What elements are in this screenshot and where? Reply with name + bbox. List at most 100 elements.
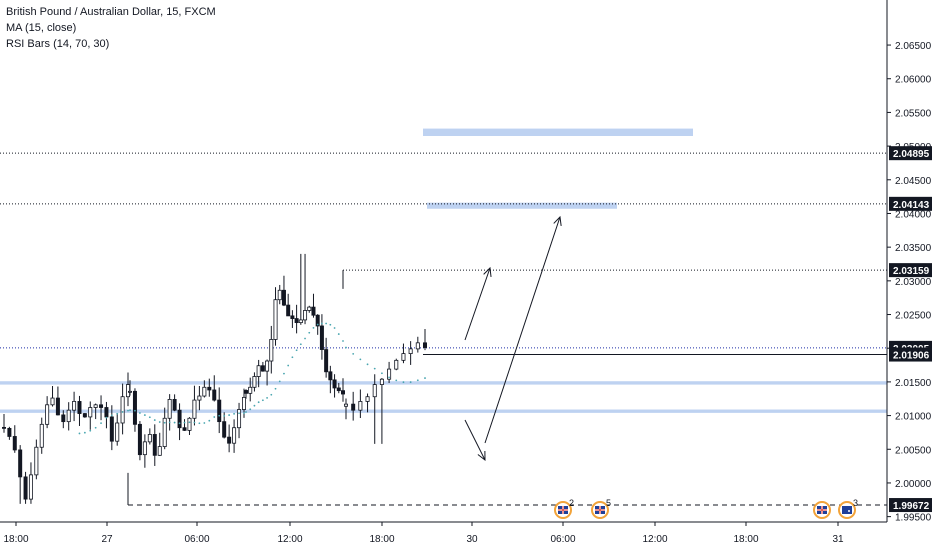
candle-body	[115, 422, 120, 442]
arrow-shaft	[484, 216, 561, 444]
candle	[104, 401, 109, 429]
candle-body	[217, 399, 222, 423]
ma-dot	[329, 323, 332, 326]
ma-dot	[89, 429, 92, 432]
candle	[340, 378, 345, 402]
ma-dot	[316, 323, 319, 326]
candle	[72, 391, 77, 422]
ma-dot	[148, 416, 151, 419]
candle	[290, 310, 295, 328]
ma-dot	[116, 412, 119, 415]
ma-dot	[208, 419, 211, 422]
candle	[167, 394, 172, 431]
candle-body	[286, 304, 291, 317]
candle-body	[311, 306, 316, 316]
candle	[298, 253, 303, 325]
candle	[147, 428, 152, 445]
ma-dot	[381, 372, 383, 375]
candle	[82, 412, 87, 418]
candle-body	[232, 427, 237, 444]
candle	[172, 394, 177, 412]
ma-dot	[283, 372, 285, 375]
ma-dot	[110, 414, 113, 417]
x-tick-label: 18:00	[3, 534, 28, 545]
candle	[18, 445, 23, 504]
ma-dot	[100, 422, 102, 425]
price-badge-bg	[889, 263, 932, 278]
candle	[387, 361, 392, 383]
arrow-head	[553, 215, 562, 226]
candle	[197, 385, 202, 411]
price-badge: 2.04895	[889, 146, 932, 161]
price-badge-bg	[889, 146, 932, 161]
candle	[162, 407, 167, 450]
candle	[182, 419, 187, 431]
candle	[45, 396, 50, 429]
ma-dot	[278, 380, 281, 383]
candle	[12, 425, 17, 453]
candle-body	[281, 289, 286, 306]
candle	[212, 375, 217, 402]
candle-body	[351, 403, 356, 411]
ma-dot	[402, 381, 405, 384]
candle	[28, 462, 33, 504]
candle-body	[379, 378, 384, 385]
candle-body	[256, 365, 261, 377]
candle	[343, 398, 348, 420]
candle-body	[343, 403, 348, 407]
candle-body	[387, 368, 392, 380]
candle-body	[260, 365, 265, 372]
candle-body	[212, 389, 217, 401]
candle	[137, 421, 142, 461]
ma-dot	[333, 327, 336, 329]
trend-arrow-up-long	[484, 215, 562, 444]
candle-body	[120, 396, 125, 424]
ma-dot	[274, 387, 277, 390]
candle	[336, 382, 341, 394]
candle-body	[61, 414, 66, 423]
candle-body	[237, 409, 242, 429]
candle	[227, 424, 232, 453]
arrow-head	[477, 450, 486, 462]
candle-body	[104, 407, 109, 418]
legend-ma[interactable]: MA (15, close)	[6, 22, 77, 34]
legend-rsi[interactable]: RSI Bars (14, 70, 30)	[6, 38, 110, 50]
candle-body	[137, 423, 142, 456]
ma-dot	[245, 411, 247, 413]
ma-dot	[337, 333, 340, 335]
candle-body	[12, 436, 17, 451]
candle-body	[28, 474, 33, 500]
target-zone-upper	[423, 128, 693, 136]
event-uk-icon: 2	[554, 498, 574, 519]
price-badge-label: 2.03159	[893, 266, 930, 277]
candle-body	[401, 353, 406, 361]
ma-dot	[359, 358, 362, 361]
candle	[93, 403, 98, 420]
candle-body	[248, 386, 253, 394]
ma-dot	[352, 352, 355, 355]
ma-dot	[121, 411, 124, 413]
candle	[157, 432, 162, 456]
candle-body	[408, 348, 413, 355]
ma-dot	[308, 331, 311, 334]
candle-body	[142, 441, 147, 456]
event-count: 2	[569, 498, 574, 508]
legend-symbol[interactable]: British Pound / Australian Dollar, 15, F…	[6, 6, 216, 18]
candle	[127, 380, 132, 396]
candle-body	[222, 421, 227, 438]
candle	[311, 293, 316, 318]
candle	[126, 372, 131, 407]
ma-dot	[249, 408, 252, 411]
flag-star	[848, 510, 850, 512]
ma-dot	[193, 421, 196, 424]
candle	[248, 377, 253, 402]
candle	[358, 389, 363, 419]
candle-body	[324, 349, 329, 373]
price-badge: 2.04143	[889, 196, 932, 211]
candle	[394, 358, 399, 371]
candle	[192, 385, 197, 426]
candle	[281, 275, 286, 307]
candle-body	[394, 359, 399, 370]
